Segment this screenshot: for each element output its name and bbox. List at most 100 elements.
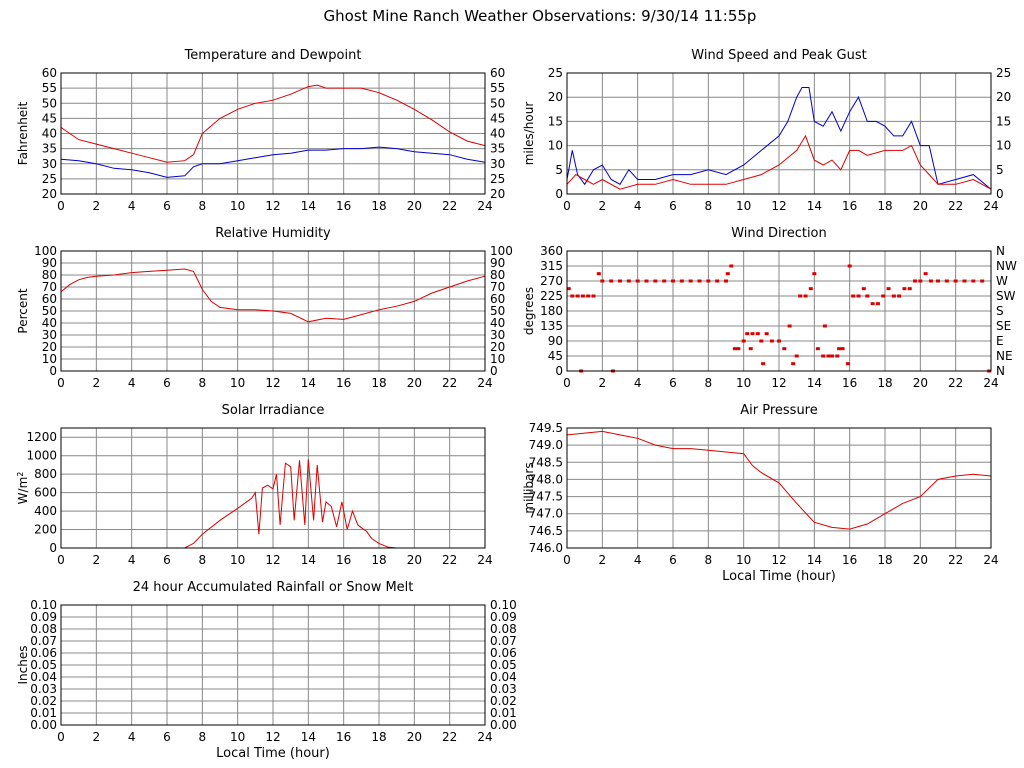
data-point	[745, 332, 750, 336]
y-tick-label: 45	[548, 349, 563, 363]
x-tick-label: 16	[336, 730, 351, 744]
data-point	[886, 287, 891, 291]
data-point	[840, 347, 845, 351]
data-point	[918, 279, 923, 283]
x-tick-label: 14	[301, 553, 316, 567]
x-tick-label: 4	[634, 376, 642, 390]
x-tick-label: 16	[842, 199, 857, 213]
y-right-tick-label: 40	[490, 316, 505, 330]
y-right-tick-label: 90	[490, 256, 505, 270]
data-point	[902, 287, 907, 291]
data-point	[580, 294, 585, 298]
x-tick-label: 10	[736, 376, 751, 390]
x-tick-label: 22	[442, 376, 457, 390]
x-tick-label: 0	[57, 553, 65, 567]
y-right-tick-label: 0.08	[490, 622, 517, 636]
data-point	[653, 279, 658, 283]
x-tick-label: 16	[842, 376, 857, 390]
x-tick-label: 22	[948, 199, 963, 213]
y-right-tick-label: SE	[996, 319, 1011, 333]
y-tick-label: 10	[42, 352, 57, 366]
y-tick-label: 747.5	[529, 490, 563, 504]
x-tick-label: 20	[913, 553, 928, 567]
y-right-tick-label: 30	[490, 328, 505, 342]
y-right-tick-label: NW	[996, 259, 1017, 273]
data-point	[644, 279, 649, 283]
x-tick-label: 4	[128, 553, 136, 567]
data-point	[907, 287, 912, 291]
y-tick-label: 0	[49, 541, 57, 555]
x-tick-label: 20	[913, 376, 928, 390]
data-point	[750, 332, 755, 336]
data-point	[761, 362, 766, 366]
plot-frame	[60, 427, 486, 549]
y-tick-label: 0.01	[30, 706, 57, 720]
x-tick-label: 2	[93, 376, 101, 390]
y-tick-label: 0	[555, 187, 563, 201]
data-point	[575, 294, 580, 298]
chart-title: 24 hour Accumulated Rainfall or Snow Mel…	[133, 580, 414, 595]
x-tick-label: 14	[301, 376, 316, 390]
y-tick-label: 315	[540, 259, 563, 273]
data-point	[830, 354, 834, 358]
y-tick-label: 748.0	[529, 472, 563, 486]
y-tick-label: 0.10	[30, 598, 57, 612]
y-axis-label: Inches	[16, 646, 30, 685]
x-tick-label: 0	[563, 199, 571, 213]
data-point	[724, 279, 728, 283]
data-point	[980, 279, 985, 283]
x-tick-label: 14	[807, 553, 822, 567]
y-tick-label: 30	[42, 328, 57, 342]
data-point	[764, 332, 769, 336]
y-tick-label: 10	[548, 139, 563, 153]
data-point	[626, 279, 631, 283]
data-point	[586, 294, 591, 298]
x-tick-label: 24	[477, 376, 492, 390]
y-right-tick-label: 45	[490, 111, 505, 125]
data-point	[777, 339, 781, 343]
x-tick-label: 2	[93, 730, 101, 744]
x-tick-label: 20	[407, 730, 422, 744]
chart-title: Air Pressure	[740, 403, 818, 418]
data-point	[759, 339, 764, 343]
y-right-tick-label: S	[996, 304, 1004, 318]
y-tick-label: 600	[34, 486, 57, 500]
y-right-tick-label: 25	[490, 172, 505, 186]
plot-frame	[60, 72, 486, 195]
data-point	[794, 354, 799, 358]
data-point	[870, 302, 875, 306]
x-tick-label: 22	[442, 730, 457, 744]
data-point	[787, 324, 792, 328]
x-tick-label: 10	[230, 376, 245, 390]
plot-frame	[566, 427, 992, 549]
y-tick-label: 746.0	[529, 541, 563, 555]
series-line-1	[60, 146, 486, 178]
y-axis-label-sup: 2	[16, 472, 25, 477]
y-tick-label: 0.08	[30, 622, 57, 636]
y-right-tick-label: 0.05	[490, 658, 517, 672]
x-tick-label: 0	[57, 376, 65, 390]
data-point	[897, 294, 902, 298]
y-tick-label: 800	[34, 467, 57, 481]
y-tick-label: 0.06	[30, 646, 57, 660]
y-right-tick-label: 0.02	[490, 694, 517, 708]
data-point	[671, 279, 675, 283]
y-right-tick-label: 60	[490, 66, 505, 80]
x-tick-label: 0	[563, 376, 571, 390]
data-point	[861, 287, 866, 291]
series-line-1	[566, 134, 992, 190]
chart-title: Solar Irradiance	[222, 403, 325, 418]
y-tick-label: 100	[34, 244, 57, 258]
y-axis-label: millibars	[522, 462, 536, 513]
x-tick-label: 4	[128, 730, 136, 744]
y-tick-label: 20	[548, 90, 563, 104]
y-tick-label: 35	[42, 142, 57, 156]
plot-frame	[566, 72, 992, 195]
y-tick-label: 30	[42, 157, 57, 171]
data-point	[688, 279, 693, 283]
x-tick-label: 18	[371, 376, 386, 390]
